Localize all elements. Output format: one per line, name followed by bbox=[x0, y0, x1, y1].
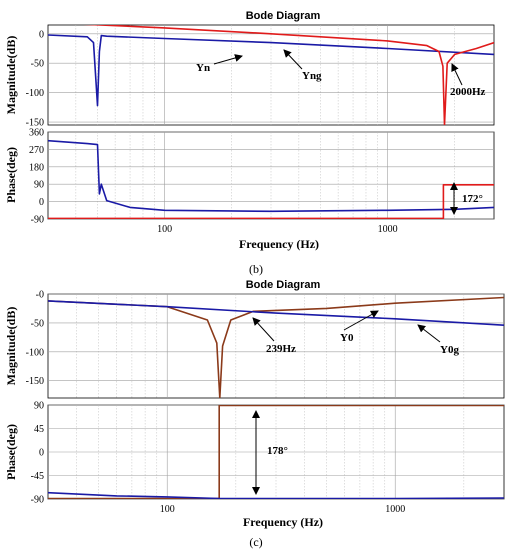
annotation-2000hz: 2000Hz bbox=[450, 86, 486, 98]
series-line-yng bbox=[83, 25, 494, 125]
annotation-178deg: 178° bbox=[267, 445, 288, 457]
arrow-y0g bbox=[417, 324, 441, 343]
ytick-label: 0 bbox=[39, 448, 44, 459]
annotation-yn: Yn bbox=[196, 62, 210, 74]
xlabel-b: Frequency (Hz) bbox=[239, 237, 319, 251]
annotation-172deg: 172° bbox=[462, 193, 483, 205]
ytick-label: -50 bbox=[31, 318, 44, 329]
arrow-yng bbox=[283, 49, 303, 70]
magnitude-ylabel-c: Magnitude(dB) bbox=[4, 307, 18, 386]
series-line-yn bbox=[48, 139, 494, 213]
magnitude-frame-b bbox=[47, 24, 495, 126]
panel-c: Bode Diagram -0 -50 -100 -150 Magnitude(dB)… bbox=[4, 279, 505, 549]
arrow-yn bbox=[213, 54, 243, 65]
xtick-label: 1000 bbox=[385, 504, 405, 515]
annotation-yng: Yng bbox=[302, 70, 322, 82]
ytick-label: 45 bbox=[34, 424, 44, 435]
chart-title-b: Bode Diagram bbox=[246, 10, 321, 22]
phase-ylabel-b: Phase(deg) bbox=[4, 147, 18, 203]
ytick-label: -100 bbox=[26, 347, 44, 358]
phase-grid-c bbox=[48, 404, 504, 500]
ytick-label: 90 bbox=[34, 180, 44, 191]
annotation-y0g: Y0g bbox=[440, 344, 459, 356]
ytick-label: 0 bbox=[39, 197, 44, 208]
ytick-label: -150 bbox=[26, 118, 44, 129]
series-line-y0g bbox=[48, 491, 504, 499]
xtick-label: 1000 bbox=[378, 224, 398, 235]
arrow-239hz bbox=[252, 317, 275, 342]
ytick-label: -50 bbox=[31, 59, 44, 70]
xtick-label: 100 bbox=[157, 224, 172, 235]
series-line-yng bbox=[48, 184, 494, 219]
ytick-label: 360 bbox=[29, 128, 44, 139]
series-line-y0g bbox=[48, 300, 504, 326]
phase-ylabel-c: Phase(deg) bbox=[4, 424, 18, 480]
magnitude-ylabel-b: Magnitude(dB) bbox=[4, 36, 18, 115]
caption-b: (b) bbox=[249, 262, 263, 276]
xlabel-c: Frequency (Hz) bbox=[243, 515, 323, 529]
series-line-y0 bbox=[48, 296, 504, 398]
arrow-y0 bbox=[343, 310, 379, 331]
ytick-label: -100 bbox=[26, 88, 44, 99]
annotation-239hz: 239Hz bbox=[266, 343, 296, 355]
series-line-y0 bbox=[48, 405, 504, 499]
caption-c: (c) bbox=[249, 535, 262, 549]
ytick-label: 180 bbox=[29, 162, 44, 173]
phase-grid-b bbox=[48, 131, 494, 220]
ytick-label: 90 bbox=[34, 401, 44, 412]
ytick-label: 0 bbox=[39, 29, 44, 40]
ytick-label: -150 bbox=[26, 376, 44, 387]
ytick-label: -0 bbox=[36, 290, 44, 301]
chart-title-c: Bode Diagram bbox=[246, 279, 321, 291]
ytick-label: -45 bbox=[31, 471, 44, 482]
ytick-label: -90 bbox=[31, 495, 44, 506]
panel-b: Bode Diagram 0-50-100-150 Magnitude(dB) … bbox=[4, 10, 495, 276]
ytick-label: -90 bbox=[31, 215, 44, 226]
magnitude-grid-c bbox=[48, 293, 504, 398]
series-line-yn bbox=[48, 34, 494, 107]
ytick-label: 270 bbox=[29, 145, 44, 156]
annotation-y0: Y0 bbox=[340, 332, 354, 344]
xtick-label: 100 bbox=[160, 504, 175, 515]
arrow-2000hz bbox=[451, 63, 463, 86]
